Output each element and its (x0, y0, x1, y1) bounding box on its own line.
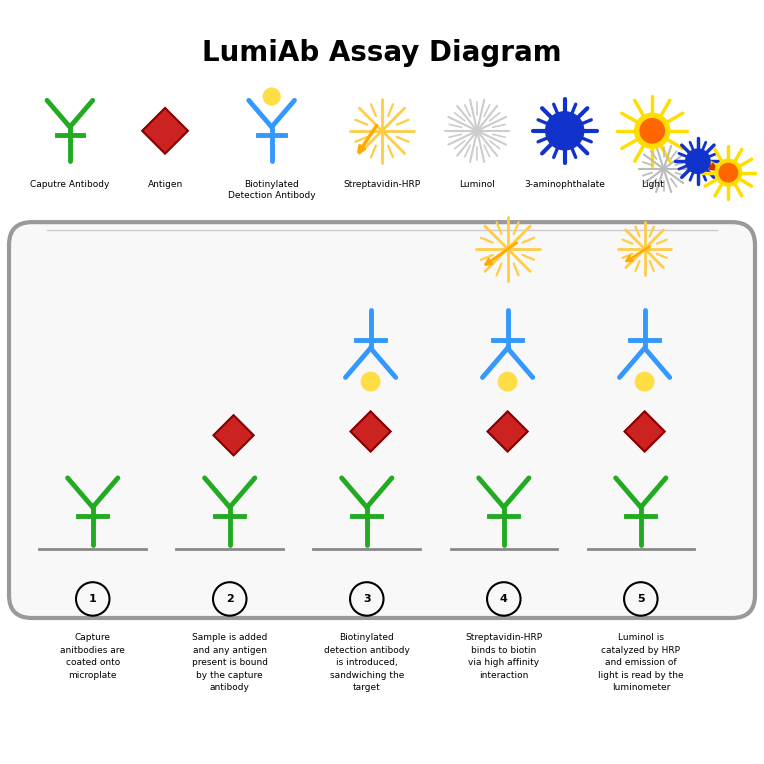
FancyBboxPatch shape (9, 222, 755, 618)
Circle shape (545, 112, 584, 150)
Polygon shape (624, 411, 665, 452)
Circle shape (686, 149, 710, 173)
Text: Light: Light (641, 180, 664, 189)
Polygon shape (487, 411, 528, 452)
Text: 5: 5 (637, 594, 645, 604)
Text: Luminol: Luminol (459, 180, 495, 189)
Circle shape (719, 163, 737, 182)
Circle shape (635, 113, 670, 148)
Text: 4: 4 (500, 594, 508, 604)
Text: Biotinylated
detection antibody
is introduced,
sandwiching the
target: Biotinylated detection antibody is intro… (324, 633, 410, 692)
Circle shape (498, 372, 516, 391)
Text: Capture
anitbodies are
coated onto
microplate: Capture anitbodies are coated onto micro… (60, 633, 125, 680)
Text: 1: 1 (89, 594, 96, 604)
Text: Streptavidin-HRP: Streptavidin-HRP (344, 180, 420, 189)
Circle shape (636, 372, 654, 391)
Text: 3-aminophthalate: 3-aminophthalate (524, 180, 605, 189)
Text: Caputre Antibody: Caputre Antibody (31, 180, 109, 189)
Polygon shape (351, 411, 390, 452)
Circle shape (640, 118, 665, 143)
Polygon shape (142, 108, 188, 154)
Polygon shape (213, 415, 254, 455)
Text: Streptavidin-HRP
binds to biotin
via high affinity
interaction: Streptavidin-HRP binds to biotin via hig… (465, 633, 542, 680)
Text: LumiAb Assay Diagram: LumiAb Assay Diagram (202, 40, 562, 67)
Text: 2: 2 (226, 594, 234, 604)
Text: Sample is added
and any antigen
present is bound
by the capture
antibody: Sample is added and any antigen present … (192, 633, 267, 692)
Circle shape (264, 88, 280, 105)
Text: Biotinylated
Detection Antibody: Biotinylated Detection Antibody (228, 180, 316, 199)
Circle shape (715, 159, 742, 186)
Text: Antigen: Antigen (147, 180, 183, 189)
Text: Luminol is
catalyzed by HRP
and emission of
light is read by the
luminometer: Luminol is catalyzed by HRP and emission… (598, 633, 684, 692)
Circle shape (361, 372, 380, 391)
Text: 3: 3 (363, 594, 371, 604)
